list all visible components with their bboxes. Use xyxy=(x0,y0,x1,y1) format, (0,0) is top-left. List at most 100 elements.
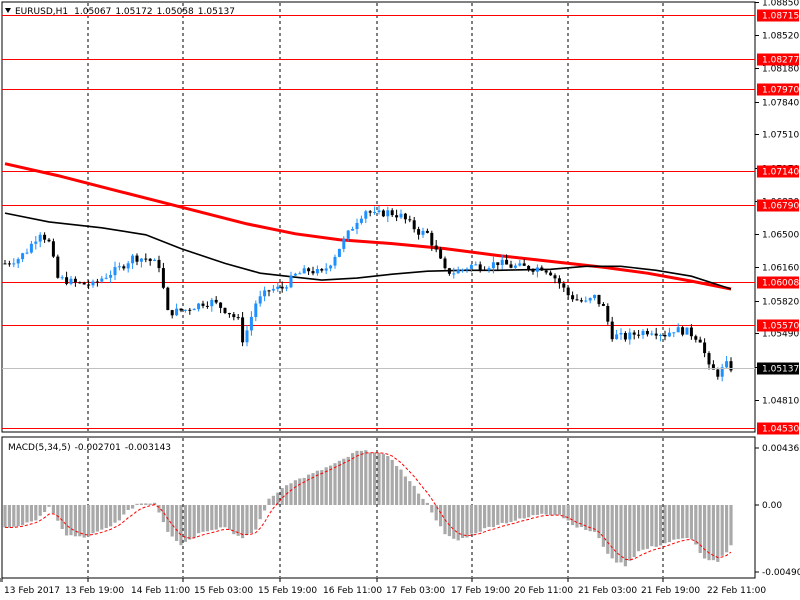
candle-body-110 xyxy=(487,268,491,271)
candle-body-100 xyxy=(443,258,447,269)
candle-body-131 xyxy=(579,300,583,302)
macd-bar-131 xyxy=(579,505,583,527)
candle-body-119 xyxy=(527,265,531,270)
candle-body-161 xyxy=(711,364,715,370)
candle-body-150 xyxy=(663,335,667,337)
candle-body-139 xyxy=(615,334,619,340)
candle-body-122 xyxy=(540,267,544,271)
macd-bar-75 xyxy=(333,463,337,505)
macd-bar-24 xyxy=(109,505,113,527)
macd-bar-50 xyxy=(223,505,227,528)
candle-body-62 xyxy=(276,286,280,289)
macd-bar-86 xyxy=(381,454,385,505)
chart-header: EURUSD,H1 1.05067 1.05172 1.05058 1.05137 xyxy=(5,7,235,17)
time-tick-7: 17 Feb 19:00 xyxy=(451,586,510,596)
candle-body-103 xyxy=(456,269,460,274)
macd-bar-145 xyxy=(641,505,645,550)
macd-bar-122 xyxy=(540,505,544,514)
macd-bar-60 xyxy=(267,498,271,505)
open-value: 1.05067 xyxy=(74,7,111,17)
horizontal-levels[interactable] xyxy=(2,15,755,429)
macd-bar-136 xyxy=(601,505,605,547)
candle-body-109 xyxy=(483,269,487,271)
candle-body-73 xyxy=(324,268,328,271)
candle-body-17 xyxy=(78,282,82,284)
candle-body-105 xyxy=(465,268,469,270)
macd-panel[interactable]: MACD(5,34,5) -0.002701 -0.003143 xyxy=(1,436,756,579)
time-tick-9: 21 Feb 03:00 xyxy=(578,586,637,596)
macd-bar-66 xyxy=(293,480,297,505)
macd-bar-18 xyxy=(82,505,86,538)
candle-body-136 xyxy=(601,304,605,306)
macd-bar-30 xyxy=(135,503,139,505)
macd-bar-55 xyxy=(245,505,249,535)
macd-bar-4 xyxy=(21,505,25,526)
macd-bar-84 xyxy=(373,452,377,505)
candle-body-0 xyxy=(3,263,7,265)
macd-bar-45 xyxy=(201,505,205,532)
macd-bar-110 xyxy=(487,505,491,527)
candle-body-3 xyxy=(16,259,20,264)
candle-body-88 xyxy=(390,210,394,216)
candle-body-80 xyxy=(355,222,359,229)
price-panel[interactable] xyxy=(1,1,756,433)
level-tag-3: 1.07140 xyxy=(762,168,799,178)
macd-header: MACD(5,34,5) -0.002701 -0.003143 xyxy=(8,443,171,453)
candle-body-144 xyxy=(637,334,641,336)
macd-bar-94 xyxy=(417,493,421,505)
candle-body-140 xyxy=(619,333,623,335)
candle-body-147 xyxy=(650,333,654,335)
macd-bar-98 xyxy=(434,505,438,521)
price-tick-12: 1.04810 xyxy=(762,397,799,407)
macd-bar-20 xyxy=(91,505,95,534)
chart-menu-triangle-icon[interactable] xyxy=(5,8,11,13)
candle-body-34 xyxy=(153,259,157,261)
level-tag-bg-0 xyxy=(757,9,799,22)
candle-body-38 xyxy=(170,310,174,316)
time-axis[interactable]: 13 Feb 2017 13 Feb 19:00 14 Feb 11:00 15 Fe… xyxy=(0,578,766,596)
macd-bar-135 xyxy=(597,505,601,539)
candle-body-39 xyxy=(175,308,179,316)
candle-body-51 xyxy=(227,313,231,315)
macd-bar-22 xyxy=(100,505,104,530)
candle-body-123 xyxy=(544,270,548,273)
candle-body-31 xyxy=(139,258,143,262)
candle-body-65 xyxy=(289,275,293,288)
candle-body-8 xyxy=(38,234,42,242)
macd-bar-57 xyxy=(254,505,258,530)
candle-body-153 xyxy=(676,327,680,333)
candle-body-165 xyxy=(729,361,733,371)
candle-body-129 xyxy=(571,295,575,300)
macd-bar-115 xyxy=(509,505,513,522)
candle-body-49 xyxy=(219,302,223,308)
candle-body-162 xyxy=(716,369,720,377)
level-tag-bg-3 xyxy=(757,165,799,178)
candle-body-117 xyxy=(518,263,522,266)
level-tag-7: 1.04530 xyxy=(762,425,799,435)
candle-body-58 xyxy=(258,296,262,304)
candle-body-116 xyxy=(513,265,517,268)
candle-body-138 xyxy=(610,321,614,340)
moving-averages xyxy=(4,162,732,291)
candle-body-28 xyxy=(126,263,130,269)
macd-bar-32 xyxy=(144,503,148,505)
candle-body-32 xyxy=(144,258,148,260)
macd-bar-160 xyxy=(707,505,711,561)
macd-bar-137 xyxy=(606,505,610,554)
macd-bar-124 xyxy=(549,505,553,515)
candle-body-120 xyxy=(531,269,535,272)
candle-body-26 xyxy=(117,266,121,268)
level-tag-bg-6 xyxy=(757,319,799,332)
candle-body-47 xyxy=(210,299,214,307)
macd-bar-120 xyxy=(531,505,535,516)
macd-bar-80 xyxy=(355,450,359,505)
candle-body-90 xyxy=(399,213,403,218)
macd-bar-138 xyxy=(610,505,614,559)
macd-bar-42 xyxy=(188,505,192,540)
macd-bar-2 xyxy=(12,505,16,527)
candle-body-127 xyxy=(562,283,566,288)
candle-body-126 xyxy=(557,278,561,284)
macd-bar-130 xyxy=(575,505,579,528)
